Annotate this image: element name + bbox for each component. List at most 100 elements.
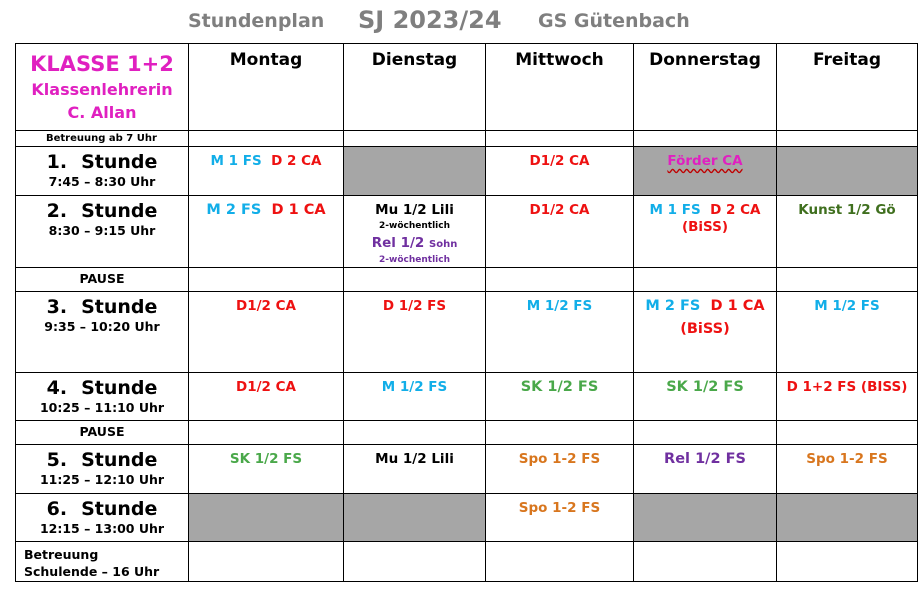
betreuung-end-line2: Schulende – 16 Uhr (24, 564, 160, 579)
lesson-entry: Rel 1/2 FS (664, 451, 746, 467)
empty-cell (776, 130, 918, 147)
lesson-entry: D1/2 CA (529, 202, 590, 218)
empty-cell (776, 267, 918, 292)
empty-cell (633, 420, 777, 445)
lesson-cell: D1/2 CA (188, 291, 344, 373)
period-number: 4. (46, 377, 68, 399)
pause-label: PAUSE (15, 420, 189, 445)
lesson-note: 2-wöchentlich (379, 221, 450, 231)
lesson-entry: M 1/2 FS (381, 379, 448, 395)
lesson-entry: (BiSS) (680, 321, 730, 337)
pause-label: PAUSE (15, 267, 189, 292)
lesson-cell: M 2 FS D 1 CA (188, 195, 344, 268)
period-word: Stunde (81, 200, 158, 222)
period-time: 12:15 – 13:00 Uhr (39, 521, 165, 536)
lesson-entry: Mu 1/2 Lili (375, 451, 454, 467)
lesson-cell: Rel 1/2 FS (633, 444, 777, 494)
period-row-6: 6. Stunde 12:15 – 13:00 Uhr Spo 1-2 FS (15, 493, 918, 542)
lesson-entry: D 1+2 FS (BISS) (786, 379, 908, 395)
empty-cell (485, 420, 634, 445)
empty-cell (485, 541, 634, 582)
period-time: 10:25 – 11:10 Uhr (39, 400, 165, 415)
period-number: 6. (46, 498, 68, 520)
empty-cell (776, 420, 918, 445)
empty-cell (485, 267, 634, 292)
lesson-entry: M 1/2 FS (526, 298, 593, 314)
lesson-cell: M 1 FS D 2 CA (188, 146, 344, 196)
empty-cell (633, 267, 777, 292)
lesson-entry: Spo 1-2 FS (518, 451, 601, 467)
timetable: KLASSE 1+2 Klassenlehrerin C. Allan Mont… (15, 43, 918, 582)
period-label-cell: 4. Stunde 10:25 – 11:10 Uhr (15, 372, 189, 421)
lesson-entry: Mu 1/2 Lili (375, 202, 454, 218)
header-title: Stundenplan (188, 10, 325, 32)
lesson-cell: M 1/2 FS (485, 291, 634, 373)
lesson-entry: D1/2 CA (236, 298, 296, 314)
period-word: Stunde (81, 498, 158, 520)
empty-cell (776, 541, 918, 582)
day-header-tuesday: Dienstag (343, 43, 486, 131)
day-header-friday: Freitag (776, 43, 918, 131)
header-row: KLASSE 1+2 Klassenlehrerin C. Allan Mont… (15, 43, 918, 131)
lesson-cell: Förder CA (633, 146, 777, 196)
blocked-cell (776, 146, 918, 196)
period-label-cell: 1. Stunde 7:45 – 8:30 Uhr (15, 146, 189, 196)
period-label-cell: 5. Stunde 11:25 – 12:10 Uhr (15, 444, 189, 494)
empty-cell (188, 130, 344, 147)
empty-cell (343, 541, 486, 582)
lesson-entry: M 2 FS (645, 298, 701, 314)
empty-cell (343, 420, 486, 445)
period-number: 1. (46, 151, 68, 173)
period-word: Stunde (81, 296, 158, 318)
lesson-cell: SK 1/2 FS (485, 372, 634, 421)
lesson-cell: Mu 1/2 Lili (343, 444, 486, 494)
document-header: Stundenplan SJ 2023/24 GS Gütenbach (0, 0, 924, 42)
class-info-cell: KLASSE 1+2 Klassenlehrerin C. Allan (15, 43, 189, 131)
betreuung-morning-row: Betreuung ab 7 Uhr (15, 130, 918, 147)
period-time: 8:30 – 9:15 Uhr (48, 223, 156, 238)
empty-cell (485, 130, 634, 147)
period-label-cell: 6. Stunde 12:15 – 13:00 Uhr (15, 493, 189, 542)
class-teacher-name: C. Allan (67, 103, 137, 122)
blocked-cell (633, 493, 777, 542)
period-row-4: 4. Stunde 10:25 – 11:10 Uhr D1/2 CA M 1/2… (15, 372, 918, 421)
lesson-entry: D1/2 CA (529, 153, 590, 169)
lesson-entry: D 2 CA (271, 153, 322, 169)
lesson-entry: M 2 FS (206, 202, 262, 218)
lesson-entry: M 1/2 FS (814, 298, 880, 314)
empty-cell (343, 130, 486, 147)
period-row-1: 1. Stunde 7:45 – 8:30 Uhr M 1 FS D 2 CA D… (15, 146, 918, 196)
lesson-entry: SK 1/2 FS (666, 379, 744, 395)
period-row-2: 2. Stunde 8:30 – 9:15 Uhr M 2 FS D 1 CA M… (15, 195, 918, 268)
lesson-entry: SK 1/2 FS (520, 379, 599, 395)
period-time: 7:45 – 8:30 Uhr (48, 174, 156, 189)
empty-cell (633, 130, 777, 147)
betreuung-end-line1: Betreuung (24, 547, 99, 562)
pause-row: PAUSE (15, 420, 918, 445)
lesson-cell: M 2 FS D 1 CA (BiSS) (633, 291, 777, 373)
blocked-cell (343, 146, 486, 196)
lesson-entry: M 1 FS (210, 153, 262, 169)
lesson-cell: M 1/2 FS (776, 291, 918, 373)
period-number: 2. (46, 200, 68, 222)
lesson-entry: D 2 CA (710, 202, 761, 218)
header-school-name: GS Gütenbach (538, 10, 690, 32)
period-word: Stunde (81, 151, 158, 173)
lesson-cell: Kunst 1/2 Gö (776, 195, 918, 268)
blocked-cell (188, 493, 344, 542)
lesson-note: 2-wöchentlich (379, 255, 450, 265)
period-row-3: 3. Stunde 9:35 – 10:20 Uhr D1/2 CA D 1/2 … (15, 291, 918, 373)
empty-cell (343, 267, 486, 292)
lesson-cell: Mu 1/2 Lili 2-wöchentlich Rel 1/2 Sohn 2… (343, 195, 486, 268)
day-header-monday: Montag (188, 43, 344, 131)
period-number: 5. (46, 449, 68, 471)
lesson-entry: Rel 1/2 (371, 235, 425, 251)
betreuung-morning-label: Betreuung ab 7 Uhr (15, 130, 189, 147)
betreuung-end-row: Betreuung Schulende – 16 Uhr (15, 541, 918, 582)
lesson-cell: Spo 1-2 FS (776, 444, 918, 494)
lesson-entry: D 1 CA (271, 202, 326, 218)
lesson-cell: D 1/2 FS (343, 291, 486, 373)
lesson-entry: Spo 1-2 FS (518, 500, 601, 516)
lesson-cell: D 1+2 FS (BISS) (776, 372, 918, 421)
betreuung-end-cell: Betreuung Schulende – 16 Uhr (15, 541, 189, 582)
